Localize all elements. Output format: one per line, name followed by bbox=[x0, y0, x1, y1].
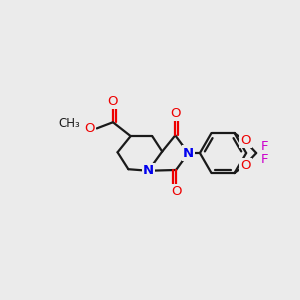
Text: N: N bbox=[183, 146, 194, 160]
Text: N: N bbox=[143, 164, 154, 177]
Text: O: O bbox=[240, 159, 250, 172]
Text: F: F bbox=[261, 154, 268, 166]
Text: O: O bbox=[240, 134, 250, 147]
Text: O: O bbox=[108, 95, 118, 108]
Text: CH₃: CH₃ bbox=[59, 116, 81, 130]
Text: O: O bbox=[171, 185, 181, 198]
Text: O: O bbox=[84, 122, 94, 135]
Text: O: O bbox=[170, 107, 181, 120]
Text: F: F bbox=[261, 140, 268, 153]
